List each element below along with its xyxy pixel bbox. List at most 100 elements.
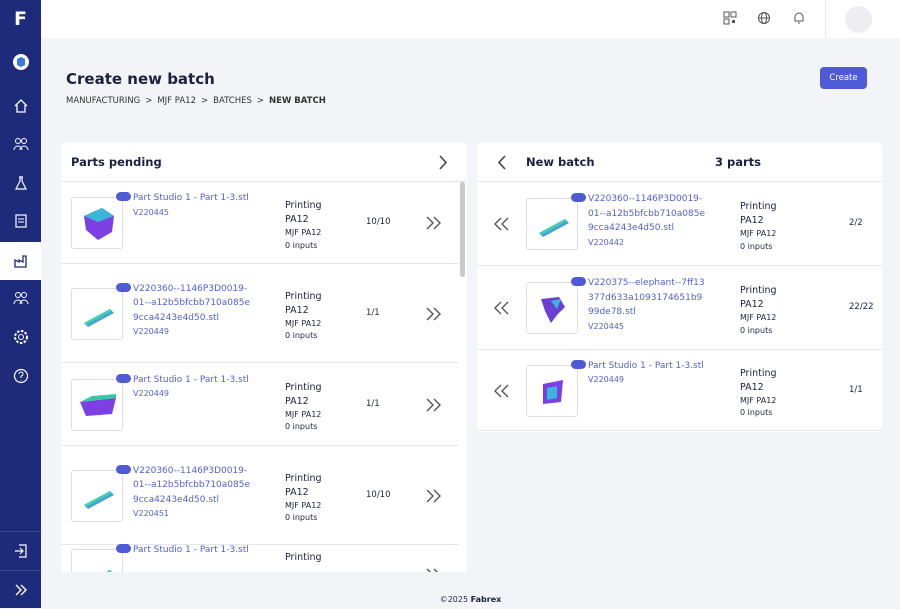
- logo[interactable]: F: [14, 8, 27, 30]
- nav-item[interactable]: [0, 164, 41, 202]
- part-file: Part Studio 1 - Part 1-3.stl: [133, 193, 249, 203]
- inputs: 0 inputs: [285, 513, 318, 522]
- nav-item[interactable]: [0, 357, 41, 395]
- part-thumbnail: [71, 549, 123, 572]
- status-label: Printing PA12: [285, 200, 322, 225]
- part-file: Part Studio 1 - Part 1-3.stl: [133, 545, 249, 555]
- avatar[interactable]: [845, 6, 872, 33]
- part-file: Part Studio 1 - Part 1-3.stl: [588, 360, 704, 371]
- panel-header: Parts pending: [61, 143, 467, 182]
- add-arrow[interactable]: [425, 306, 443, 326]
- part-row[interactable]: Part Studio 1 - Part 1-3.stl Printing: [61, 543, 459, 572]
- process: MJF PA12: [285, 500, 322, 510]
- scrollbar[interactable]: [460, 182, 465, 277]
- file-badge: [116, 544, 131, 553]
- add-arrow[interactable]: [425, 397, 443, 417]
- quantity: 22/22: [849, 302, 874, 312]
- breadcrumb[interactable]: BATCHES: [213, 96, 252, 106]
- part-name[interactable]: V220360--1146P3D0019-01--a12b5bfcbb710a0…: [133, 464, 251, 522]
- quantity: 10/10: [366, 489, 391, 500]
- part-file: V220360--1146P3D0019-01--a12b5bfcbb710a0…: [133, 465, 251, 505]
- part-row[interactable]: Part Studio 1 - Part 1-3.stl V220449 Print…: [477, 350, 882, 431]
- part-thumbnail: [71, 469, 123, 522]
- part-status: Printing: [285, 551, 345, 565]
- file-badge: [571, 359, 586, 369]
- status-label: Printing PA12: [285, 381, 322, 407]
- nav-item[interactable]: [0, 318, 41, 356]
- part-status: Printing PA12 MJF PA12 0 inputs: [285, 381, 345, 434]
- bell-icon[interactable]: [792, 11, 806, 25]
- part-id: V220445: [133, 207, 170, 217]
- nav-icon: [13, 255, 27, 268]
- part-name[interactable]: Part Studio 1 - Part 1-3.stl V220445: [133, 191, 251, 220]
- pending-list: Part Studio 1 - Part 1-3.stl V220445 Print…: [61, 182, 467, 572]
- part-status: Printing PA12 MJF PA12 0 inputs: [285, 472, 345, 525]
- breadcrumb[interactable]: NEW BATCH: [269, 96, 326, 106]
- inputs: 0 inputs: [740, 408, 773, 417]
- add-arrow[interactable]: [425, 215, 443, 235]
- part-file: V220360--1146P3D0019-01--a12b5bfcbb710a0…: [133, 283, 251, 323]
- nav-item[interactable]: [0, 532, 41, 570]
- part-thumbnail: [71, 197, 123, 249]
- remove-arrow[interactable]: [493, 300, 511, 320]
- process: MJF PA12: [285, 409, 322, 419]
- part-name[interactable]: Part Studio 1 - Part 1-3.stl: [133, 543, 251, 558]
- status-label: Printing PA12: [285, 472, 322, 498]
- nav-item[interactable]: [0, 279, 41, 317]
- part-name[interactable]: Part Studio 1 - Part 1-3.stl V220449: [588, 359, 706, 388]
- part-row[interactable]: Part Studio 1 - Part 1-3.stl V220445 Print…: [61, 182, 459, 264]
- part-status: Printing PA12 MJF PA12 0 inputs: [740, 367, 800, 420]
- remove-arrow[interactable]: [493, 383, 511, 403]
- status-label: Printing PA12: [740, 201, 777, 226]
- panel-title: New batch: [526, 155, 595, 169]
- part-row[interactable]: V220360--1146P3D0019-01--a12b5bfcbb710a0…: [61, 446, 459, 545]
- nav-icon: [14, 214, 27, 228]
- back-arrow[interactable]: [497, 155, 507, 170]
- part-name[interactable]: Part Studio 1 - Part 1-3.stl V220449: [133, 373, 251, 402]
- nav-item[interactable]: [0, 87, 41, 125]
- qr-icon[interactable]: [723, 11, 737, 25]
- part-row[interactable]: V220360--1146P3D0019-01--a12b5bfcbb710a0…: [477, 182, 882, 266]
- quantity: 2/2: [849, 218, 863, 228]
- inputs: 0 inputs: [740, 325, 773, 335]
- part-name[interactable]: V220360--1146P3D0019-01--a12b5bfcbb710a0…: [133, 282, 251, 340]
- part-id: V220442: [588, 237, 625, 247]
- nav-item[interactable]: [0, 125, 41, 163]
- panel-title: Parts pending: [71, 155, 162, 169]
- part-id: V220445: [588, 321, 625, 331]
- breadcrumb[interactable]: MJF PA12: [157, 96, 196, 106]
- file-badge: [116, 373, 131, 383]
- nav-icon: [14, 176, 27, 190]
- part-name[interactable]: V220360--1146P3D0019-01--a12b5bfcbb710a0…: [588, 192, 706, 250]
- next-arrow[interactable]: [438, 155, 448, 170]
- file-badge: [116, 464, 131, 474]
- part-file: V220360--1146P3D0019-01--a12b5bfcbb710a0…: [588, 194, 706, 233]
- part-thumbnail: [526, 282, 578, 334]
- breadcrumb-separator: >: [256, 96, 265, 106]
- nav-item[interactable]: [0, 43, 41, 81]
- part-row[interactable]: V220375--elephant--7ff13377d633a10931746…: [477, 266, 882, 350]
- nav-item[interactable]: [0, 202, 41, 240]
- breadcrumb[interactable]: MANUFACTURING: [66, 96, 141, 106]
- file-badge: [116, 282, 131, 292]
- part-row[interactable]: V220360--1146P3D0019-01--a12b5bfcbb710a0…: [61, 264, 459, 363]
- nav-item[interactable]: [0, 571, 41, 609]
- create-button[interactable]: Create: [820, 67, 867, 89]
- nav-icon: [13, 368, 28, 384]
- top-bar: [41, 0, 900, 38]
- part-row[interactable]: Part Studio 1 - Part 1-3.stl V220449 Print…: [61, 363, 459, 446]
- remove-arrow[interactable]: [493, 216, 511, 236]
- footer: ©2025 Fabrex: [41, 595, 900, 604]
- quantity: 10/10: [366, 217, 391, 227]
- process: MJF PA12: [285, 318, 322, 328]
- inputs: 0 inputs: [285, 331, 318, 340]
- inputs: 0 inputs: [285, 240, 318, 250]
- nav-icon: [14, 99, 27, 113]
- nav-item[interactable]: [0, 242, 41, 280]
- part-name[interactable]: V220375--elephant--7ff13377d633a10931746…: [588, 276, 706, 334]
- part-status: Printing PA12 MJF PA12 0 inputs: [285, 199, 345, 252]
- language-icon[interactable]: [757, 11, 771, 25]
- add-arrow[interactable]: [425, 567, 443, 572]
- add-arrow[interactable]: [425, 488, 443, 508]
